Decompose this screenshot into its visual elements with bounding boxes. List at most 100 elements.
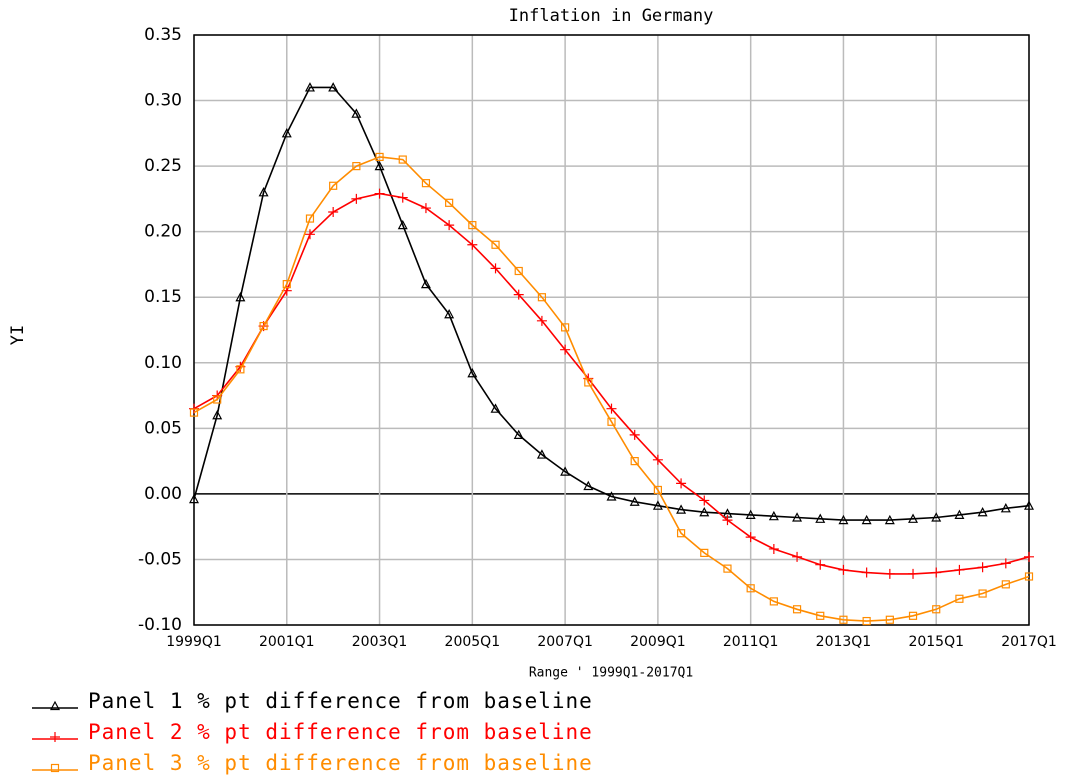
marker xyxy=(536,315,547,326)
marker xyxy=(467,367,478,378)
marker xyxy=(723,564,732,573)
marker xyxy=(560,344,571,355)
marker xyxy=(536,449,547,459)
marker xyxy=(815,559,826,570)
marker xyxy=(838,564,849,575)
marker xyxy=(236,365,245,374)
plot-frame xyxy=(193,34,1030,626)
marker xyxy=(629,429,640,440)
marker xyxy=(815,513,826,523)
marker xyxy=(908,513,919,523)
y-tick-label: 0.15 xyxy=(144,287,182,307)
marker xyxy=(606,403,617,414)
marker xyxy=(514,266,523,276)
marker xyxy=(1001,580,1010,589)
marker xyxy=(1024,551,1034,562)
marker xyxy=(513,429,524,439)
x-tick-label: 2009Q1 xyxy=(630,634,686,650)
marker xyxy=(444,220,455,231)
marker xyxy=(398,155,407,164)
marker xyxy=(954,509,965,519)
marker xyxy=(352,162,361,171)
x-tick-label: 2015Q1 xyxy=(908,634,964,650)
marker xyxy=(213,395,222,404)
marker xyxy=(1000,503,1011,513)
y-tick-label: 0.35 xyxy=(144,25,182,45)
marker xyxy=(421,179,431,188)
marker xyxy=(189,493,199,504)
marker xyxy=(560,466,571,476)
marker xyxy=(259,321,268,331)
marker xyxy=(490,403,501,413)
y-tick-label: 0.20 xyxy=(144,222,182,242)
chart-title: Inflation in Germany xyxy=(509,6,714,26)
marker xyxy=(445,198,454,207)
marker xyxy=(50,732,60,742)
marker xyxy=(931,567,942,578)
marker xyxy=(583,480,594,491)
y-tick-label: 0.10 xyxy=(144,353,182,373)
marker xyxy=(375,152,384,162)
marker xyxy=(305,214,315,223)
x-tick-label: 2007Q1 xyxy=(537,634,593,650)
marker xyxy=(281,128,292,138)
marker xyxy=(722,515,733,526)
marker xyxy=(50,700,60,711)
y-tick-label: -0.10 xyxy=(138,615,182,635)
marker xyxy=(304,229,315,240)
marker xyxy=(374,188,385,199)
marker xyxy=(885,615,894,624)
marker xyxy=(491,240,500,249)
marker xyxy=(792,551,803,562)
marker xyxy=(50,763,60,773)
marker xyxy=(954,564,965,575)
marker xyxy=(630,457,639,466)
x-tick-label: 1999Q1 xyxy=(166,634,222,650)
marker xyxy=(374,160,385,171)
marker xyxy=(490,263,501,274)
marker xyxy=(328,82,339,92)
marker xyxy=(977,506,988,517)
marker xyxy=(351,108,362,118)
marker xyxy=(212,409,223,420)
marker xyxy=(745,509,756,519)
marker xyxy=(699,495,710,506)
marker xyxy=(792,605,802,614)
marker xyxy=(653,485,662,495)
marker xyxy=(606,491,617,501)
marker xyxy=(768,543,779,554)
marker xyxy=(792,512,803,522)
marker xyxy=(652,454,663,465)
marker xyxy=(932,605,941,614)
marker xyxy=(816,611,825,620)
marker xyxy=(676,529,686,538)
marker xyxy=(861,567,872,578)
marker xyxy=(561,323,570,332)
y-tick-label: 0.05 xyxy=(144,418,182,438)
marker xyxy=(1024,572,1034,581)
marker xyxy=(884,568,895,579)
marker xyxy=(468,221,477,230)
marker xyxy=(769,597,778,606)
marker xyxy=(235,291,246,302)
marker xyxy=(862,616,871,626)
y-axis-label: YI xyxy=(8,325,28,345)
marker xyxy=(746,584,755,593)
marker xyxy=(282,280,291,289)
marker xyxy=(699,506,710,517)
x-tick-label: 2017Q1 xyxy=(1001,634,1057,650)
marker xyxy=(676,504,687,514)
y-tick-label: -0.05 xyxy=(138,549,182,569)
x-axis-label: Range ' 1999Q1-2017Q1 xyxy=(529,666,693,681)
legend-label: Panel 1 % pt difference from baseline xyxy=(88,689,593,713)
marker xyxy=(467,239,478,250)
marker xyxy=(420,278,431,289)
marker xyxy=(629,496,640,506)
marker xyxy=(676,478,687,489)
x-tick-label: 2005Q1 xyxy=(445,634,501,650)
marker xyxy=(861,514,872,525)
marker xyxy=(537,293,547,302)
marker xyxy=(768,510,779,521)
marker xyxy=(839,615,848,624)
